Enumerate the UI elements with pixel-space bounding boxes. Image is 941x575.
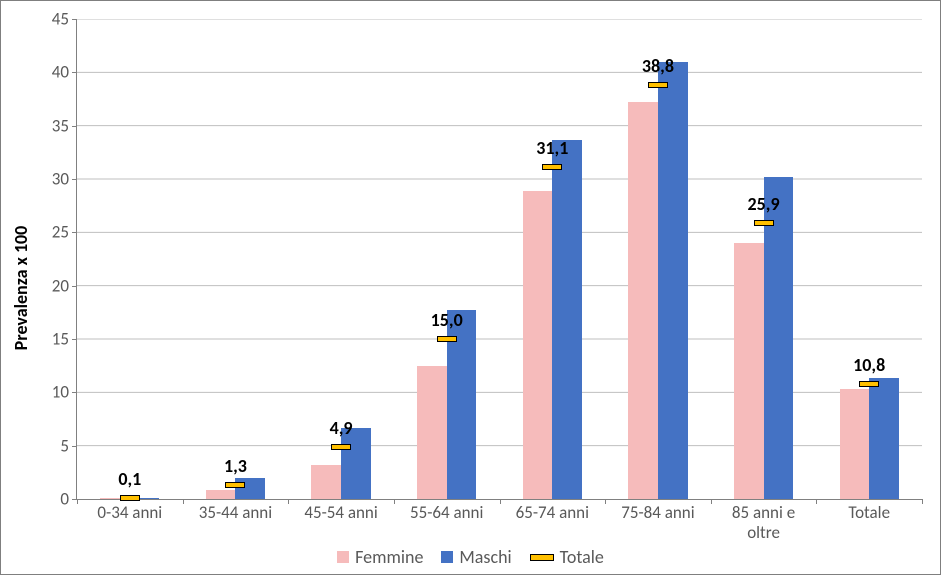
y-tick-label: 30	[29, 169, 77, 190]
y-tick-label: 10	[29, 382, 77, 403]
totale-marker	[859, 381, 879, 387]
totale-marker	[648, 82, 668, 88]
bar-maschi	[235, 478, 265, 499]
x-tick-mark	[77, 499, 78, 504]
bar-femmine	[734, 243, 764, 499]
x-tick-mark	[922, 499, 923, 504]
bar-femmine	[417, 366, 447, 499]
legend: Femmine Maschi Totale	[1, 546, 940, 568]
bar-femmine	[840, 389, 870, 499]
bar-femmine	[628, 102, 658, 499]
totale-marker	[754, 220, 774, 226]
totale-value-label: 25,9	[748, 193, 780, 215]
x-tick-mark	[500, 499, 501, 504]
totale-marker	[225, 482, 245, 488]
y-tick-label: 0	[29, 489, 77, 510]
gridlines	[77, 19, 922, 499]
totale-value-label: 15,0	[431, 309, 463, 331]
y-tick-label: 5	[29, 435, 77, 456]
totale-value-label: 4,9	[330, 417, 353, 439]
x-tick-label: 0-34 anni	[90, 499, 170, 523]
y-tick-mark	[72, 179, 77, 180]
y-tick-label: 15	[29, 329, 77, 350]
y-tick-mark	[72, 126, 77, 127]
legend-label-totale: Totale	[560, 546, 604, 568]
legend-item-femmine: Femmine	[337, 546, 423, 568]
y-tick-label: 40	[29, 62, 77, 83]
legend-label-maschi: Maschi	[459, 546, 511, 568]
x-tick-mark	[288, 499, 289, 504]
plot-area: 0510152025303540450-34 anni0,135-44 anni…	[76, 19, 922, 500]
y-tick-label: 20	[29, 275, 77, 296]
legend-swatch-femmine	[337, 551, 349, 563]
legend-item-maschi: Maschi	[441, 546, 511, 568]
x-tick-label: 85 anni e oltre	[724, 499, 804, 542]
y-tick-mark	[72, 19, 77, 20]
legend-swatch-maschi	[441, 551, 453, 563]
x-tick-label: 45-54 anni	[301, 499, 381, 523]
y-tick-mark	[72, 392, 77, 393]
x-tick-label: 55-64 anni	[407, 499, 487, 523]
totale-marker	[542, 164, 562, 170]
x-tick-label: 65-74 anni	[512, 499, 592, 523]
y-tick-mark	[72, 286, 77, 287]
totale-value-label: 38,8	[642, 55, 674, 77]
y-tick-mark	[72, 339, 77, 340]
bar-maschi	[658, 62, 688, 499]
x-tick-mark	[816, 499, 817, 504]
y-tick-mark	[72, 232, 77, 233]
y-tick-label: 25	[29, 222, 77, 243]
bar-femmine	[311, 465, 341, 499]
bar-femmine	[206, 490, 236, 499]
totale-value-label: 31,1	[536, 137, 568, 159]
totale-value-label: 10,8	[853, 354, 885, 376]
y-tick-label: 35	[29, 115, 77, 136]
legend-swatch-totale	[530, 554, 554, 561]
totale-marker	[437, 336, 457, 342]
y-tick-mark	[72, 72, 77, 73]
legend-label-femmine: Femmine	[355, 546, 423, 568]
x-tick-label: Totale	[829, 499, 909, 523]
bar-maschi	[552, 140, 582, 499]
x-tick-mark	[605, 499, 606, 504]
x-tick-mark	[183, 499, 184, 504]
x-tick-label: 75-84 anni	[618, 499, 698, 523]
bar-femmine	[523, 191, 553, 499]
legend-item-totale: Totale	[530, 546, 604, 568]
totale-marker	[331, 444, 351, 450]
chart-frame: Prevalenza x 100 0510152025303540450-34 …	[0, 0, 941, 575]
y-tick-mark	[72, 446, 77, 447]
bar-maschi	[869, 378, 899, 499]
x-tick-mark	[711, 499, 712, 504]
y-tick-label: 45	[29, 9, 77, 30]
totale-value-label: 1,3	[224, 455, 247, 477]
x-tick-label: 35-44 anni	[195, 499, 275, 523]
x-tick-mark	[394, 499, 395, 504]
totale-marker	[120, 495, 140, 501]
totale-value-label: 0,1	[118, 468, 141, 490]
